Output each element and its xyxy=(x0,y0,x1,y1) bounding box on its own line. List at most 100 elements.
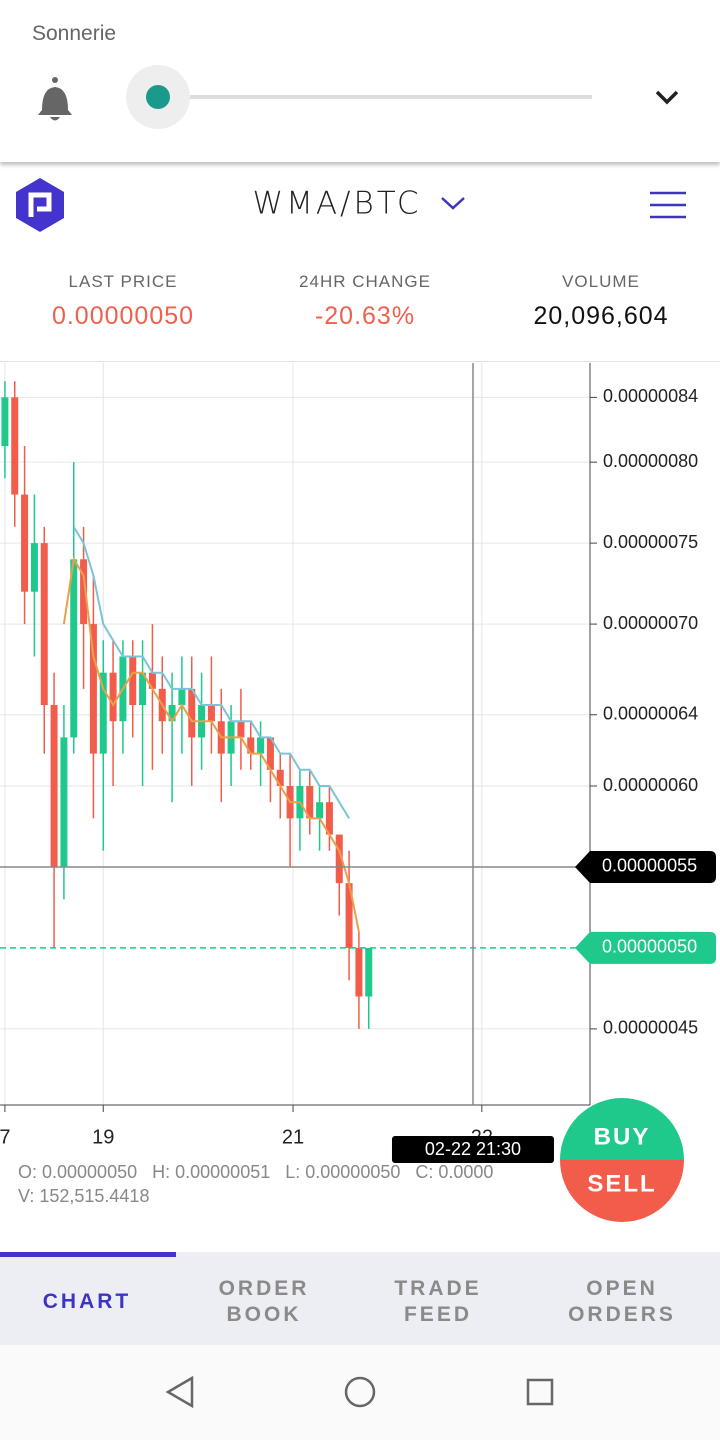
crosshair-x-tag xyxy=(391,1136,554,1163)
y-tick-label: 0.00000070 xyxy=(603,613,698,633)
y-tick-label: 0.00000075 xyxy=(603,532,698,552)
candle-body xyxy=(89,624,97,754)
candle-body xyxy=(257,737,265,754)
nav-home[interactable] xyxy=(344,1376,376,1408)
logo[interactable] xyxy=(16,178,64,232)
nav-icons xyxy=(165,1375,554,1409)
buy-half[interactable] xyxy=(560,1098,684,1160)
candle-body xyxy=(21,494,29,592)
tab-indicator xyxy=(0,1252,176,1257)
candle-body xyxy=(316,802,324,819)
pair-chevron[interactable] xyxy=(441,197,465,210)
stat-value: -20.63% xyxy=(314,302,416,330)
candle-body xyxy=(365,947,373,997)
candle-body xyxy=(168,705,176,722)
buy-sell-button: BUY SELL xyxy=(560,1098,684,1222)
bell-top xyxy=(52,77,58,83)
stat-label: LAST PRICE xyxy=(68,272,178,291)
candle-body xyxy=(80,559,88,625)
stat: VOLUME 20,096,604 xyxy=(481,272,720,331)
candle-body xyxy=(60,737,68,867)
candle-body xyxy=(188,688,196,738)
ohlc-low: L: 0.00000050 xyxy=(285,1162,401,1182)
y-tick-label: 0.00000064 xyxy=(603,704,698,724)
candle-body xyxy=(325,802,333,835)
nav-back[interactable] xyxy=(165,1375,194,1409)
x-tick-label: 19 xyxy=(92,1126,114,1148)
candle-body xyxy=(11,397,19,495)
stat: 24HR CHANGE -20.63% xyxy=(245,272,485,331)
y-tick-label: 0.00000060 xyxy=(603,775,698,795)
y-tick-label: 0.00000080 xyxy=(603,451,698,471)
candle-body xyxy=(345,883,353,948)
pair-title[interactable]: WMA/BTC xyxy=(252,186,421,222)
tab-label: CHART xyxy=(42,1290,132,1313)
y-tick-label: 0.00000045 xyxy=(603,1018,698,1038)
nav-recent[interactable] xyxy=(526,1378,554,1406)
tab-label: FEED xyxy=(403,1303,472,1326)
buy-label[interactable]: BUY xyxy=(594,1123,651,1150)
ohlc-volume: V: 152,515.4418 xyxy=(18,1186,150,1206)
candle-body xyxy=(70,559,78,738)
candle-body xyxy=(237,721,245,738)
candle-body xyxy=(306,786,314,819)
tab-label: ORDERS xyxy=(568,1303,676,1326)
header: WMA/BTC xyxy=(16,178,686,232)
chart: 0.00000084 0.00000080 0.00000075 0.00000070… xyxy=(0,363,716,1163)
x-tick-label: 7 xyxy=(0,1126,10,1148)
sell-half[interactable] xyxy=(560,1160,684,1222)
candle-body xyxy=(148,672,156,689)
candle-body xyxy=(1,397,9,446)
last-price-label: 0.00000050 xyxy=(602,937,697,957)
ohlc-line: O: 0.00000050 H: 0.00000051 L: 0.0000005… xyxy=(18,1162,493,1183)
candle-body xyxy=(40,543,48,706)
moving-average xyxy=(62,556,360,932)
ohlc-close: C: 0.0000 xyxy=(415,1162,494,1182)
candle-body xyxy=(99,672,107,754)
tab[interactable]: ORDER BOOK xyxy=(174,1262,354,1342)
tab[interactable]: TRADE FEED xyxy=(348,1262,528,1342)
candle-body xyxy=(178,688,186,706)
last-price-tag xyxy=(575,931,716,964)
sell-label[interactable]: SELL xyxy=(587,1170,656,1197)
candle-body xyxy=(276,769,284,787)
volume-label: Sonnerie xyxy=(32,22,117,45)
tab-label: TRADE xyxy=(394,1277,482,1300)
candle-body xyxy=(355,947,363,997)
stat-value: 20,096,604 xyxy=(533,302,669,330)
crosshair-y-tag xyxy=(575,850,716,883)
stat-label: 24HR CHANGE xyxy=(299,272,431,291)
y-tick-label: 0.00000084 xyxy=(603,386,698,406)
crosshair-y-label: 0.00000055 xyxy=(602,856,697,876)
stat-label: VOLUME xyxy=(562,272,640,291)
expand-chevron[interactable] xyxy=(655,90,679,105)
tab-label: OPEN xyxy=(586,1277,658,1300)
candle-body xyxy=(247,737,255,754)
candle-body xyxy=(109,672,117,722)
tab-label: BOOK xyxy=(226,1303,302,1326)
ohlc-high: H: 0.00000051 xyxy=(152,1162,271,1182)
candle-body xyxy=(129,656,137,706)
crosshair-x-label: 02-22 21:30 xyxy=(425,1139,521,1159)
slider-knob[interactable] xyxy=(146,85,170,109)
x-tick-label: 21 xyxy=(282,1126,304,1148)
logo-mark xyxy=(28,192,52,217)
candle-body xyxy=(335,834,343,884)
tab-label: ORDER xyxy=(218,1277,310,1300)
candle-body xyxy=(30,543,38,592)
tab[interactable]: OPEN ORDERS xyxy=(532,1262,712,1342)
bell-icon[interactable] xyxy=(38,87,72,121)
volume-panel: Sonnerie xyxy=(0,0,720,162)
tab[interactable]: CHART xyxy=(0,1262,177,1342)
volume-controls xyxy=(38,65,679,129)
menu-icon[interactable] xyxy=(650,191,686,219)
ohlc-open: O: 0.00000050 xyxy=(18,1162,138,1182)
candle-body xyxy=(50,705,58,867)
candle-body xyxy=(139,672,147,706)
stat-value: 0.00000050 xyxy=(51,302,195,330)
nav-bar xyxy=(0,1345,720,1440)
tab-bar xyxy=(0,1252,720,1345)
moving-average xyxy=(72,526,350,819)
candle-body xyxy=(266,737,274,770)
